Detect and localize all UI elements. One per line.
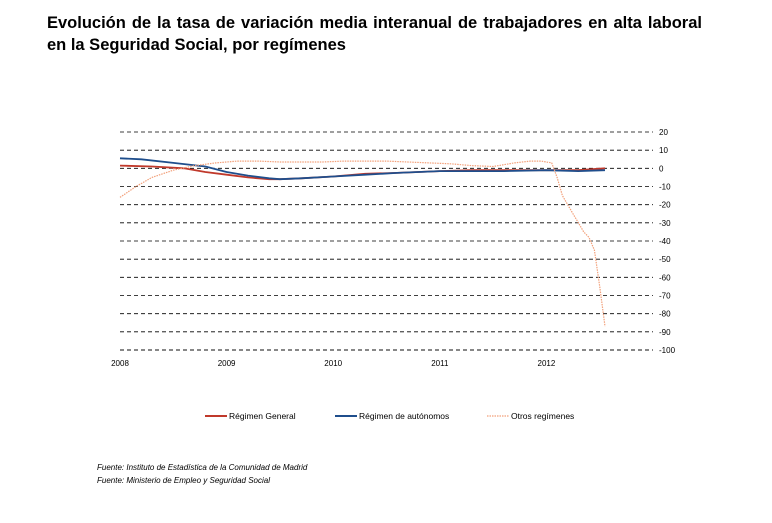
chart-title: Evolución de la tasa de variación media …	[47, 14, 702, 54]
legend-label: Régimen General	[229, 411, 296, 421]
y-tick-label: -70	[659, 292, 671, 301]
y-tick-label: -90	[659, 328, 671, 337]
y-tick-label: -20	[659, 201, 671, 210]
series-line-2	[119, 157, 606, 181]
x-tick-label: 2008	[111, 359, 129, 368]
y-tick-label: -30	[659, 219, 671, 228]
y-axis-labels: 20 10 0 -10 -20 -30 -40 -50 -60 -70 -80 -90 -100	[659, 128, 676, 355]
legend-label: Régimen de autónomos	[359, 411, 449, 421]
y-tick-label: -80	[659, 310, 671, 319]
y-tick-label: 0	[659, 164, 664, 173]
sources: Fuente: Instituto de Estadística de la C…	[97, 461, 307, 487]
x-axis: 2008 2009 2010 2011 2012	[111, 349, 653, 368]
y-tick-label: -100	[659, 346, 676, 355]
legend-label: Otros regímenes	[511, 411, 574, 421]
series-line-1	[119, 164, 606, 181]
grid-lines	[120, 131, 653, 351]
y-tick-label: 10	[659, 146, 668, 155]
series-lines	[119, 157, 606, 327]
series-line-3	[119, 160, 606, 327]
x-tick-label: 2012	[538, 359, 556, 368]
x-tick-label: 2011	[431, 359, 449, 368]
y-tick-label: -50	[659, 255, 671, 264]
y-tick-label: -40	[659, 237, 671, 246]
source-line-1: Fuente: Instituto de Estadística de la C…	[97, 463, 308, 472]
y-tick-label: -10	[659, 183, 671, 192]
y-tick-label: -60	[659, 273, 671, 282]
source-line-2: Fuente: Ministerio de Empleo y Seguridad…	[97, 476, 270, 485]
x-tick-label: 2009	[218, 359, 236, 368]
y-tick-label: 20	[659, 128, 668, 137]
legend: Régimen General Régimen de autónomos Otros…	[205, 411, 574, 421]
x-tick-label: 2010	[324, 359, 342, 368]
